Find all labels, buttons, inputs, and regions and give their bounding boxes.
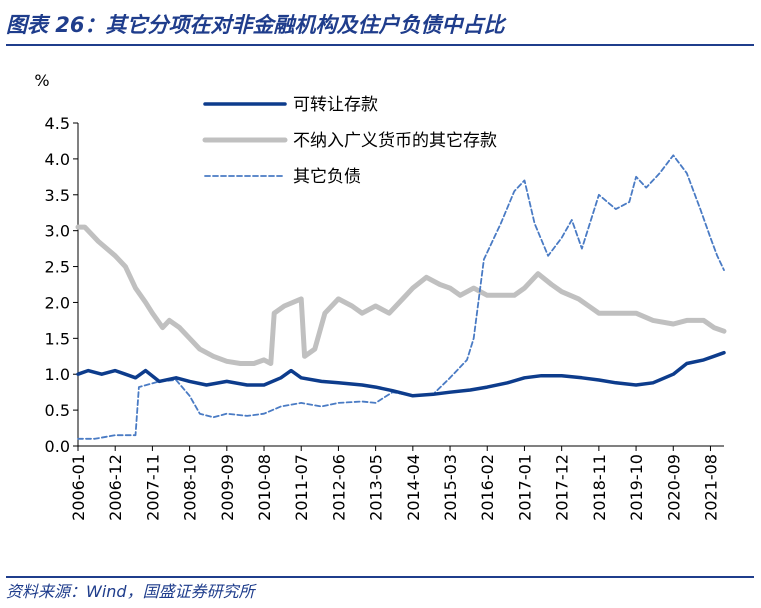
y-tick-label: 2.5 — [45, 258, 70, 277]
x-tick-label: 2017-01 — [515, 454, 534, 521]
x-tick-label: 2011-07 — [292, 454, 311, 521]
legend-label-2: 不纳入广义货币的其它存款 — [293, 131, 497, 151]
x-tick-label: 2009-09 — [218, 454, 237, 521]
y-tick-label: 1.0 — [45, 365, 70, 384]
x-tick-label: 2015-03 — [441, 454, 460, 521]
y-tick-label: 2.0 — [45, 293, 70, 312]
source-note: 资料来源：Wind，国盛证券研究所 — [6, 576, 754, 606]
series-line-2 — [75, 224, 727, 366]
x-tick-label: 2014-04 — [404, 454, 423, 521]
y-axis-unit-label: % — [34, 71, 49, 90]
legend-label-1: 可转让存款 — [293, 95, 378, 115]
x-tick-label: 2010-08 — [255, 454, 274, 521]
x-tick-label: 2008-10 — [181, 454, 200, 521]
series-layer — [75, 154, 727, 440]
x-tick-label: 2013-05 — [367, 454, 386, 521]
y-tick-label: 4.0 — [45, 150, 70, 169]
y-tick-label: 3.0 — [45, 222, 70, 241]
y-tick-label: 0.0 — [45, 437, 70, 456]
x-tick-label: 2006-01 — [69, 454, 88, 521]
x-tick-label: 2016-02 — [478, 454, 497, 521]
y-tick-label: 0.5 — [45, 401, 70, 420]
axes: % 0.0 0.5 1.0 1.5 2.0 2.5 3.0 3.5 4.0 4.5 2006-01 20… — [34, 71, 724, 521]
y-tick-label: 3.5 — [45, 186, 70, 205]
y-tick-label: 4.5 — [45, 114, 70, 133]
x-tick-label: 2018-11 — [590, 454, 609, 521]
y-tick-label: 1.5 — [45, 329, 70, 348]
chart-title: 图表 26：其它分项在对非金融机构及住户负债中占比 — [6, 6, 754, 46]
x-tick-label: 2019-10 — [627, 454, 646, 521]
series-line-3 — [77, 154, 725, 440]
x-tick-label: 2021-08 — [701, 454, 720, 521]
x-tick-label: 2020-09 — [664, 454, 683, 521]
x-tick-label: 2017-12 — [553, 454, 572, 521]
x-tick-label: 2007-11 — [143, 454, 162, 521]
x-tick-label: 2006-12 — [106, 454, 125, 521]
series-line-1 — [76, 350, 726, 398]
x-tick-label: 2012-06 — [329, 454, 348, 521]
legend-label-3: 其它负债 — [293, 167, 361, 187]
